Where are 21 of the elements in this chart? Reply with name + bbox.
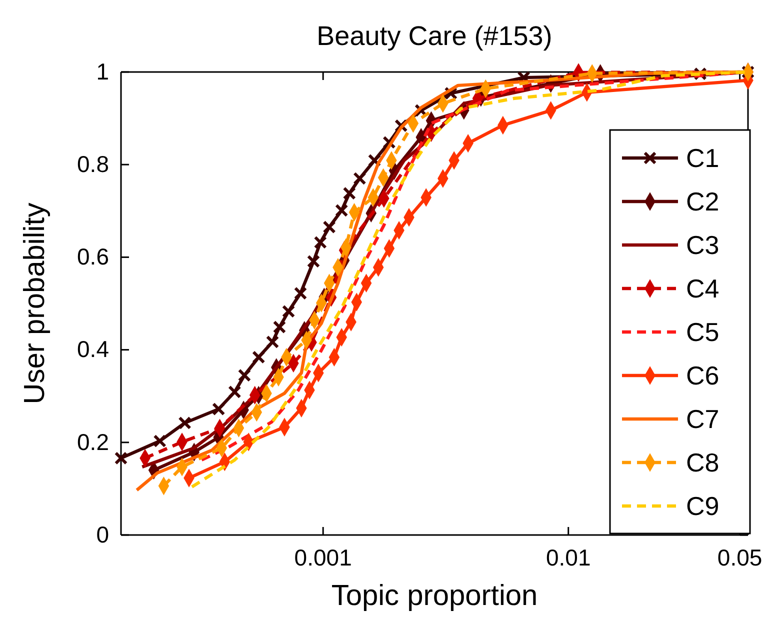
legend-label: C9 [686, 491, 720, 521]
y-tick-label: 0 [96, 521, 109, 548]
x-tick-label: 0.01 [546, 544, 591, 570]
y-tick-label: 0.2 [77, 428, 109, 455]
chart-title: Beauty Care (#153) [316, 21, 552, 51]
legend-label: C8 [686, 448, 720, 478]
legend-label: C4 [686, 274, 720, 304]
x-tick-label: 0.05 [717, 544, 762, 570]
x-tick-label: 0.001 [294, 544, 352, 570]
y-tick-label: 0.8 [77, 150, 109, 177]
legend-label: C1 [686, 143, 720, 173]
legend-label: C5 [686, 317, 720, 347]
y-tick-label: 0.6 [77, 244, 109, 270]
legend-label: C7 [686, 404, 720, 434]
x-axis-title: Topic proportion [331, 580, 538, 612]
y-tick-label: 1 [96, 58, 109, 84]
y-axis-title: User probability [19, 202, 51, 404]
y-tick-label: 0.4 [77, 336, 110, 362]
legend-label: C3 [686, 230, 720, 260]
legend-label: C6 [686, 360, 720, 390]
legend-label: C2 [686, 186, 720, 216]
